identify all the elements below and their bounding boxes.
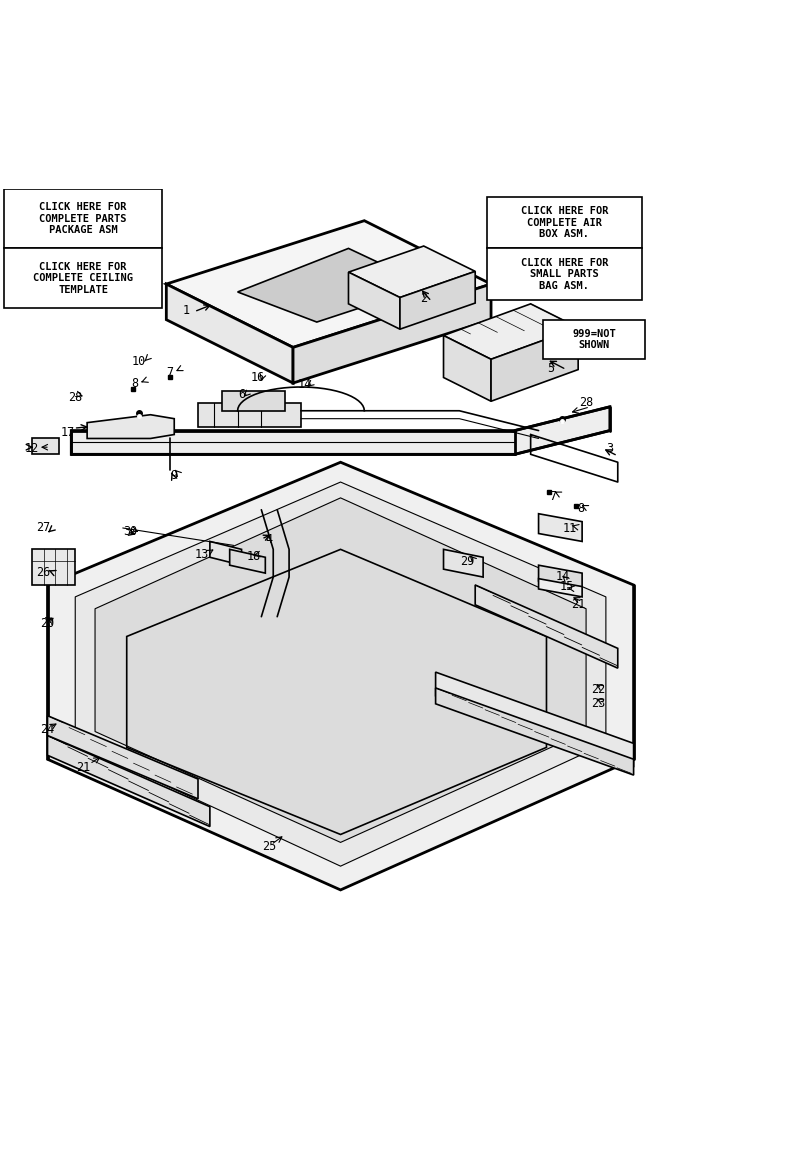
- Text: 22: 22: [591, 683, 605, 696]
- Polygon shape: [75, 482, 606, 866]
- Polygon shape: [400, 271, 475, 329]
- Polygon shape: [539, 565, 582, 589]
- FancyBboxPatch shape: [487, 248, 642, 300]
- Polygon shape: [71, 407, 610, 454]
- Polygon shape: [198, 402, 301, 427]
- Text: 9: 9: [171, 469, 177, 482]
- Text: 17: 17: [60, 426, 74, 439]
- Polygon shape: [539, 514, 582, 542]
- Text: 28: 28: [68, 391, 82, 404]
- Polygon shape: [48, 736, 210, 826]
- Polygon shape: [166, 284, 293, 383]
- Polygon shape: [348, 246, 475, 297]
- Text: 6: 6: [238, 388, 245, 401]
- Text: CLICK HERE FOR
COMPLETE AIR
BOX ASM.: CLICK HERE FOR COMPLETE AIR BOX ASM.: [520, 206, 608, 239]
- Polygon shape: [95, 498, 586, 842]
- Polygon shape: [539, 579, 582, 597]
- Polygon shape: [87, 414, 174, 439]
- Text: 4: 4: [266, 534, 272, 546]
- Text: 20: 20: [40, 618, 55, 631]
- FancyBboxPatch shape: [487, 197, 642, 248]
- Polygon shape: [475, 585, 618, 668]
- Text: 999=NOT
SHOWN: 999=NOT SHOWN: [572, 329, 616, 350]
- FancyBboxPatch shape: [543, 319, 645, 359]
- Text: 24: 24: [40, 723, 55, 736]
- Text: 30: 30: [124, 525, 138, 538]
- Polygon shape: [436, 688, 634, 775]
- Text: 13: 13: [195, 549, 209, 562]
- Polygon shape: [491, 328, 578, 401]
- Text: 2: 2: [421, 291, 427, 305]
- Text: 21: 21: [571, 598, 585, 611]
- Text: 7: 7: [167, 366, 173, 379]
- Polygon shape: [348, 273, 400, 329]
- Text: CLICK HERE FOR
SMALL PARTS
BAG ASM.: CLICK HERE FOR SMALL PARTS BAG ASM.: [520, 257, 608, 290]
- Polygon shape: [444, 550, 483, 577]
- Text: 26: 26: [36, 566, 51, 579]
- Text: 16: 16: [250, 371, 265, 384]
- Polygon shape: [230, 550, 265, 573]
- Text: 27: 27: [36, 521, 51, 534]
- Text: 12: 12: [25, 442, 39, 455]
- Polygon shape: [444, 336, 491, 401]
- FancyBboxPatch shape: [4, 190, 162, 248]
- Text: 11: 11: [563, 522, 577, 535]
- Text: 14: 14: [298, 378, 312, 391]
- Text: 29: 29: [460, 555, 474, 567]
- Polygon shape: [48, 462, 634, 890]
- Polygon shape: [32, 550, 75, 585]
- Text: 8: 8: [577, 502, 584, 516]
- Polygon shape: [293, 284, 491, 383]
- Text: 8: 8: [131, 377, 138, 390]
- Text: 21: 21: [76, 760, 90, 773]
- Polygon shape: [210, 542, 242, 565]
- Polygon shape: [436, 672, 634, 768]
- Text: 15: 15: [559, 580, 573, 593]
- Polygon shape: [222, 391, 285, 411]
- Text: 7: 7: [550, 490, 556, 503]
- Text: 18: 18: [246, 550, 261, 563]
- Text: CLICK HERE FOR
COMPLETE PARTS
PACKAGE ASM: CLICK HERE FOR COMPLETE PARTS PACKAGE AS…: [40, 202, 127, 235]
- FancyBboxPatch shape: [4, 248, 162, 308]
- Text: CLICK HERE FOR
COMPLETE CEILING
TEMPLATE: CLICK HERE FOR COMPLETE CEILING TEMPLATE: [33, 262, 133, 295]
- Polygon shape: [238, 248, 428, 322]
- Text: 3: 3: [607, 442, 613, 455]
- Polygon shape: [444, 304, 578, 359]
- Text: 1: 1: [183, 304, 189, 317]
- Polygon shape: [166, 221, 491, 347]
- Polygon shape: [32, 439, 59, 454]
- Text: 28: 28: [579, 395, 593, 408]
- Text: 25: 25: [262, 840, 276, 853]
- Polygon shape: [48, 716, 198, 799]
- Text: 5: 5: [547, 363, 554, 376]
- Text: 23: 23: [591, 696, 605, 709]
- Text: 10: 10: [131, 356, 146, 369]
- Text: 14: 14: [555, 570, 569, 583]
